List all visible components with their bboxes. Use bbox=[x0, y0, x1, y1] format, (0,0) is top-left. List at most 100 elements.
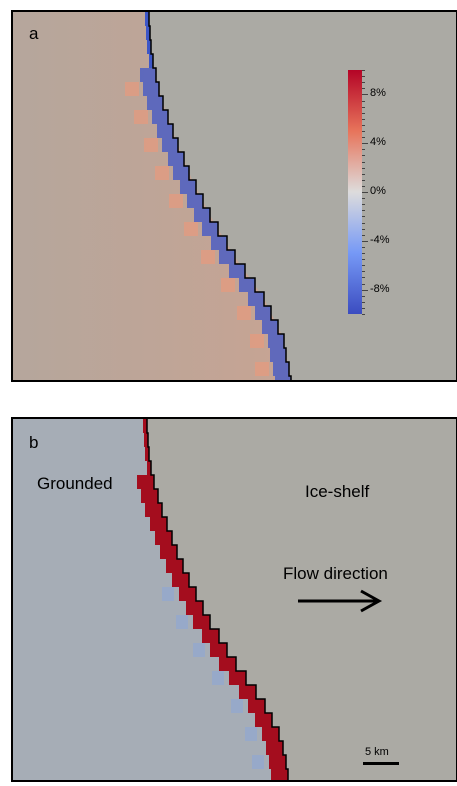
colorbar-minor-tick bbox=[362, 295, 365, 297]
grounded-region bbox=[13, 419, 289, 780]
colorbar-minor-tick bbox=[362, 277, 365, 279]
colorbar-minor-tick bbox=[362, 307, 365, 309]
grounding-line bbox=[146, 419, 289, 780]
cell-band bbox=[229, 671, 246, 685]
cell-light bbox=[193, 643, 205, 657]
cell-light bbox=[231, 699, 243, 713]
cell-light bbox=[162, 587, 174, 601]
cell-band bbox=[179, 587, 196, 601]
colorbar-minor-tick bbox=[362, 216, 365, 218]
colorbar-tick-label: -4% bbox=[370, 233, 390, 246]
cell-band bbox=[141, 489, 158, 503]
cell-thin bbox=[146, 26, 150, 40]
cell-positive bbox=[250, 334, 264, 348]
cell-band bbox=[193, 615, 210, 629]
cell-thin bbox=[145, 447, 149, 461]
ice-shelf-label: Ice-shelf bbox=[305, 482, 370, 501]
colorbar-minor-tick bbox=[362, 76, 365, 78]
cell-thin bbox=[147, 461, 151, 475]
classification-map bbox=[13, 419, 383, 780]
colorbar-tick-label: 0% bbox=[370, 185, 386, 197]
colorbar-minor-tick bbox=[362, 259, 365, 261]
cell-band bbox=[219, 657, 236, 671]
colorbar-tick-label: 8% bbox=[370, 87, 386, 100]
cell-positive bbox=[221, 278, 235, 292]
colorbar-tick-label: 4% bbox=[370, 136, 386, 149]
colorbar-minor-tick bbox=[362, 155, 365, 157]
colorbar-minor-tick bbox=[362, 271, 365, 273]
colorbar-minor-tick bbox=[362, 173, 365, 175]
colorbar-minor-tick bbox=[362, 106, 365, 108]
cell-thin bbox=[145, 12, 149, 26]
cell-band bbox=[137, 475, 154, 489]
colorbar-minor-tick bbox=[362, 246, 365, 248]
grounding-line bbox=[148, 12, 292, 380]
colorbar-tick bbox=[362, 192, 368, 193]
flow-direction-label: Flow direction bbox=[283, 564, 388, 583]
cell-light bbox=[176, 615, 188, 629]
cell-positive bbox=[201, 250, 215, 264]
cell-positive bbox=[155, 166, 169, 180]
flow-arrow bbox=[298, 589, 383, 613]
cell-band bbox=[262, 727, 279, 741]
colorbar-minor-tick bbox=[362, 234, 365, 236]
cell-negative bbox=[275, 376, 291, 380]
colorbar-minor-tick bbox=[362, 228, 365, 230]
panel-letter: a bbox=[29, 24, 39, 43]
colorbar-minor-tick bbox=[362, 143, 365, 145]
colorbar-minor-tick bbox=[362, 70, 365, 71]
cell-negative bbox=[248, 292, 264, 306]
colorbar-minor-tick bbox=[362, 100, 365, 102]
colorbar-minor-tick bbox=[362, 222, 365, 224]
colorbar-minor-tick bbox=[362, 283, 365, 285]
colorbar-minor-tick bbox=[362, 118, 365, 120]
cell-negative bbox=[239, 278, 255, 292]
colorbar-minor-tick bbox=[362, 88, 365, 90]
cell-negative bbox=[168, 152, 184, 166]
colorbar-minor-tick bbox=[362, 149, 365, 151]
colorbar-tick bbox=[362, 94, 368, 96]
cell-negative bbox=[255, 306, 271, 320]
cell-positive bbox=[169, 194, 183, 208]
cell-negative bbox=[270, 348, 286, 362]
cell-band bbox=[271, 769, 288, 780]
scale-bar-label: 5 km bbox=[365, 746, 389, 758]
cell-negative bbox=[262, 320, 278, 334]
colorbar-tick bbox=[362, 240, 368, 242]
cell-negative bbox=[268, 334, 284, 348]
cell-thin bbox=[149, 54, 153, 68]
cell-positive bbox=[144, 138, 158, 152]
cell-band bbox=[248, 699, 265, 713]
grounding-line-cells bbox=[125, 12, 291, 380]
colorbar-minor-tick bbox=[362, 161, 365, 163]
cell-band bbox=[210, 643, 227, 657]
cell-negative bbox=[219, 250, 235, 264]
colorbar-minor-tick bbox=[362, 289, 365, 291]
colorbar-minor-tick bbox=[362, 124, 365, 126]
colorbar-minor-tick bbox=[362, 204, 365, 206]
cell-negative bbox=[152, 110, 168, 124]
colorbar-minor-tick bbox=[362, 265, 365, 267]
cell-negative bbox=[273, 362, 289, 376]
cell-positive bbox=[134, 110, 148, 124]
cell-band bbox=[172, 573, 189, 587]
colorbar-minor-tick bbox=[362, 137, 365, 139]
cell-negative bbox=[229, 264, 245, 278]
cell-light bbox=[245, 727, 257, 741]
cell-light bbox=[252, 755, 264, 769]
cell-thin bbox=[144, 433, 148, 447]
colorbar bbox=[348, 70, 362, 314]
colorbar-minor-tick bbox=[362, 131, 365, 132]
colorbar-minor-tick bbox=[362, 253, 365, 254]
cell-negative bbox=[187, 194, 203, 208]
cell-band bbox=[145, 503, 162, 517]
panel-b: b Grounded Ice-shelf Flow direction 5 km bbox=[11, 417, 457, 782]
cell-band bbox=[150, 517, 167, 531]
cell-positive bbox=[255, 362, 269, 376]
cell-negative bbox=[140, 68, 156, 82]
scale-bar bbox=[363, 762, 399, 765]
grounded-label: Grounded bbox=[37, 474, 113, 493]
cell-positive bbox=[125, 82, 139, 96]
cell-thin bbox=[143, 419, 147, 433]
colorbar-minor-tick bbox=[362, 192, 365, 193]
